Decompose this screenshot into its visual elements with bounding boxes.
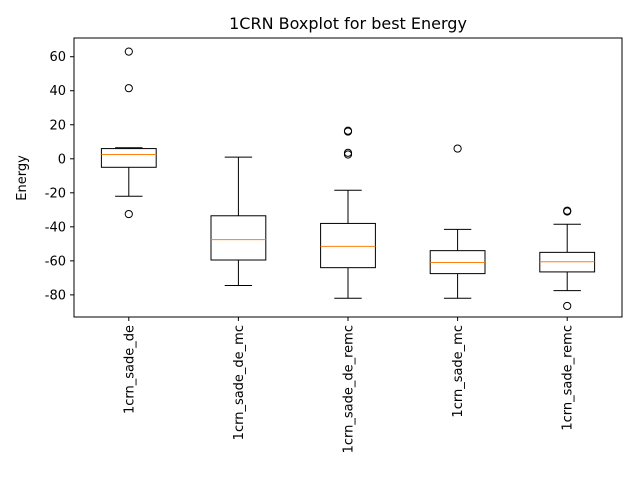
outlier-2-2	[343, 148, 353, 157]
y-tick-label-1: -60	[45, 254, 66, 269]
y-tick-label-3: -20	[45, 186, 66, 201]
y-tick-label-2: -40	[45, 220, 66, 235]
plot-area: -80 -60 -40 -20 0 20 40 60 1crn_sade_de 1crn_sade…	[45, 37, 623, 453]
chart-title: 1CRN Boxplot for best Energy	[229, 14, 467, 33]
outlier-4-2	[563, 301, 572, 311]
y-axis-label: Energy	[15, 155, 30, 201]
x-tick-label-2: 1crn_sade_de_remc	[342, 325, 357, 453]
box-2	[320, 222, 376, 269]
y-tick-label-0: -80	[45, 288, 66, 303]
outlier-2-3	[343, 150, 353, 159]
y-tick-label-6: 40	[49, 84, 66, 99]
outlier-0-1	[124, 84, 133, 93]
outlier-0-0	[124, 47, 133, 56]
outlier-3-0	[453, 144, 462, 153]
x-tick-label-1: 1crn_sade_de_mc	[232, 325, 247, 440]
outlier-2-1	[343, 127, 353, 136]
box-0	[100, 148, 157, 168]
y-tick-label-4: 0	[58, 152, 66, 167]
plot-frame	[73, 37, 623, 318]
y-tick-label-7: 60	[49, 50, 66, 65]
x-tick-label-4: 1crn_sade_remc	[561, 325, 576, 431]
x-tick-label-3: 1crn_sade_mc	[451, 325, 466, 418]
outlier-0-2	[124, 209, 133, 219]
y-tick-label-5: 20	[49, 118, 66, 133]
x-tick-label-0: 1crn_sade_de	[122, 325, 137, 414]
box-1	[210, 215, 267, 261]
outlier-4-1	[563, 207, 572, 216]
